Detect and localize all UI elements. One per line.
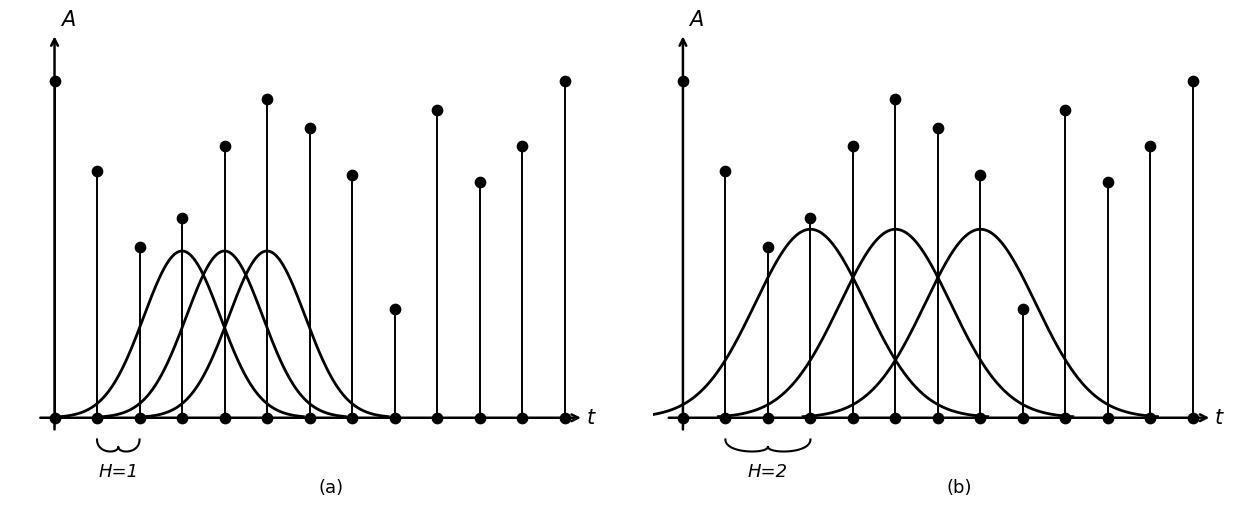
Point [1014, 414, 1033, 422]
Text: A: A [689, 10, 704, 30]
Point [970, 171, 990, 179]
Point [1183, 414, 1203, 422]
Text: t: t [1215, 408, 1223, 428]
Point [427, 106, 447, 114]
Point [843, 414, 862, 422]
Point [928, 123, 948, 132]
Point [758, 243, 778, 251]
Point [258, 94, 278, 103]
Point [172, 414, 192, 422]
Point [300, 414, 320, 422]
Point [555, 414, 575, 422]
Point [1183, 77, 1203, 85]
Point [214, 142, 234, 150]
Point [87, 167, 107, 175]
Point [130, 414, 150, 422]
Point [555, 77, 575, 85]
Point [214, 414, 234, 422]
Point [928, 414, 948, 422]
Point [470, 414, 489, 422]
Point [427, 414, 447, 422]
Point [384, 414, 404, 422]
Point [384, 305, 404, 313]
Point [45, 77, 64, 85]
Text: (b): (b) [947, 479, 971, 497]
Point [843, 142, 862, 150]
Point [800, 214, 820, 223]
Point [1141, 414, 1161, 422]
Point [300, 123, 320, 132]
Point [172, 214, 192, 223]
Point [130, 243, 150, 251]
Point [1056, 106, 1075, 114]
Point [1141, 142, 1161, 150]
Text: (a): (a) [318, 479, 343, 497]
Point [1098, 414, 1118, 422]
Point [886, 414, 906, 422]
Text: t: t [587, 408, 595, 428]
Point [715, 414, 735, 422]
Point [1098, 178, 1118, 186]
Point [470, 178, 489, 186]
Point [342, 414, 362, 422]
Point [673, 77, 693, 85]
Point [758, 414, 778, 422]
Point [258, 414, 278, 422]
Point [45, 414, 64, 422]
Point [87, 414, 107, 422]
Point [886, 94, 906, 103]
Point [512, 142, 532, 150]
Point [1056, 414, 1075, 422]
Text: H=1: H=1 [98, 463, 139, 481]
Text: A: A [61, 10, 76, 30]
Point [673, 414, 693, 422]
Point [342, 171, 362, 179]
Point [970, 414, 990, 422]
Point [715, 167, 735, 175]
Point [512, 414, 532, 422]
Text: H=2: H=2 [748, 463, 788, 481]
Point [1014, 305, 1033, 313]
Point [800, 414, 820, 422]
